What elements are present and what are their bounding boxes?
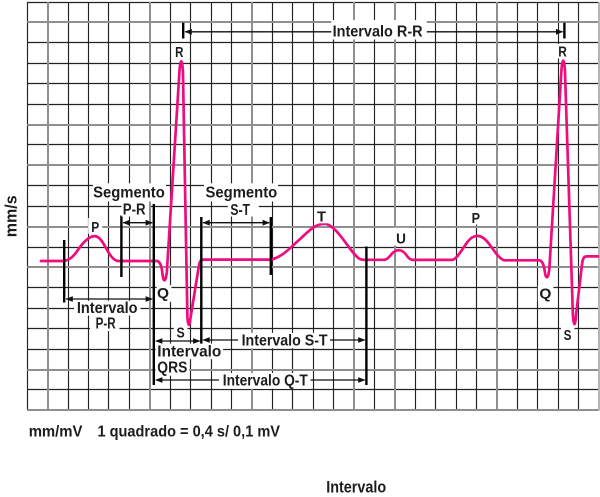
svg-text:QRS: QRS [157,360,187,377]
svg-text:P-R: P-R [123,202,146,219]
svg-text:R: R [175,44,183,61]
svg-text:P-R: P-R [96,316,116,333]
svg-text:U: U [396,231,406,248]
svg-text:Intervalo: Intervalo [326,477,386,496]
svg-text:S-T: S-T [230,202,250,219]
svg-text:R: R [558,44,567,61]
svg-text:S: S [564,327,572,344]
svg-text:Intervalo S-T: Intervalo S-T [242,332,328,349]
svg-text:Intervalo: Intervalo [157,344,221,361]
svg-text:P: P [472,210,480,227]
svg-text:Segmento: Segmento [206,184,278,201]
svg-text:mm/s: mm/s [2,195,21,237]
svg-text:Segmento: Segmento [93,184,165,201]
svg-text:Intervalo: Intervalo [77,300,138,317]
svg-text:P: P [91,219,99,236]
svg-text:mm/mV: mm/mV [29,424,83,441]
svg-text:1 quadrado = 0,4 s/ 0,1 mV: 1 quadrado = 0,4 s/ 0,1 mV [98,424,281,441]
svg-text:Intervalo R-R: Intervalo R-R [333,23,423,40]
svg-text:Intervalo Q-T: Intervalo Q-T [223,373,308,390]
svg-text:S: S [177,324,185,341]
svg-text:T: T [317,209,326,226]
svg-text:Q: Q [157,285,169,302]
svg-text:Q: Q [539,286,551,303]
